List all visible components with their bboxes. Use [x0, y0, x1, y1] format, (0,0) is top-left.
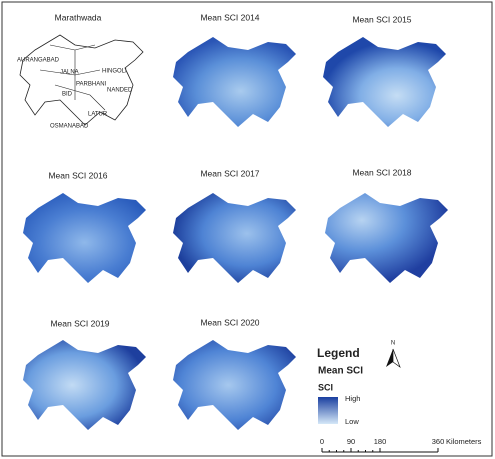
- panel-title: Marathwada: [55, 12, 102, 22]
- sci-map: [323, 37, 446, 127]
- sci-map: [325, 193, 448, 283]
- panel-title: Mean SCI 2015: [352, 14, 411, 24]
- district-label: HINGOLI: [102, 69, 127, 75]
- legend-low: Low: [345, 417, 359, 426]
- legend-field: SCI: [318, 382, 333, 392]
- district-label: OSMANABAD: [50, 124, 89, 130]
- scale-tick-label: 180: [374, 437, 387, 446]
- legend-subtitle: Mean SCI: [318, 366, 363, 377]
- scale-unit: Kilometers: [446, 437, 482, 446]
- arrow-left: [386, 349, 393, 367]
- panel-title: Mean SCI 2014: [200, 12, 259, 22]
- sci-map: [23, 193, 146, 283]
- scale-tick-label: 90: [347, 437, 355, 446]
- map-figure: Marathwada AURANGABAD JALNA HINGOLI PARB…: [0, 0, 495, 459]
- sci-map: [173, 340, 296, 430]
- legend: Legend Mean SCI SCI High Low: [317, 346, 363, 426]
- sci-map: [23, 340, 146, 430]
- sci-map: [173, 193, 296, 283]
- panel: Marathwada AURANGABAD JALNA HINGOLI PARB…: [17, 12, 143, 129]
- panel-title: Mean SCI 2019: [50, 318, 109, 328]
- scale-bar: Kilometers 0 90 180 360: [320, 437, 482, 452]
- legend-ramp: [318, 397, 338, 424]
- scale-tick-label: 0: [320, 437, 324, 446]
- district-label: AURANGABAD: [17, 58, 60, 64]
- panel-title: Mean SCI 2016: [48, 170, 107, 180]
- district-label: BID: [62, 92, 73, 98]
- legend-title: Legend: [317, 346, 360, 360]
- district-label: LATUR: [88, 112, 108, 118]
- panel-title: Mean SCI 2020: [200, 317, 259, 327]
- legend-high: High: [345, 394, 360, 403]
- sci-map: [173, 37, 296, 127]
- district-label: PARBHANI: [76, 82, 107, 88]
- scale-tick-label: 360: [432, 437, 445, 446]
- district-label: NANDED: [107, 88, 133, 94]
- arrow-right: [393, 349, 400, 367]
- panel-title: Mean SCI 2017: [200, 168, 259, 178]
- north-label: N: [391, 341, 395, 347]
- district-label: JALNA: [60, 70, 79, 76]
- north-arrow: N: [386, 341, 400, 367]
- panel-title: Mean SCI 2018: [352, 167, 411, 177]
